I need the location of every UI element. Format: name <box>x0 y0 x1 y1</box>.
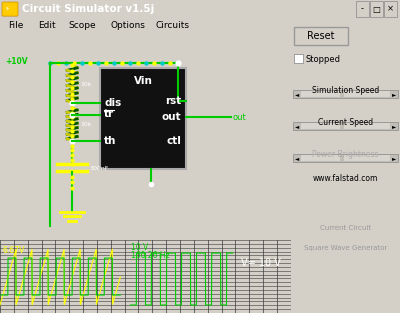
Text: □: □ <box>372 5 380 13</box>
Text: 10k: 10k <box>80 122 92 127</box>
Text: Options: Options <box>110 21 145 30</box>
Text: 10 V: 10 V <box>131 243 149 252</box>
Text: Vin: Vin <box>134 76 152 86</box>
Bar <box>384 1 397 17</box>
Bar <box>344 155 390 161</box>
Text: Current Circuit: Current Circuit <box>320 225 371 231</box>
Text: -: - <box>361 5 364 13</box>
Text: Edit: Edit <box>38 21 56 30</box>
Text: rst: rst <box>165 96 182 106</box>
Text: ►: ► <box>392 156 396 161</box>
Bar <box>344 91 390 97</box>
Text: ×: × <box>387 5 394 13</box>
Bar <box>301 155 340 161</box>
Text: Square Wave Generator: Square Wave Generator <box>304 245 387 251</box>
Text: ◄: ◄ <box>295 124 299 129</box>
Text: 160.26 Hz: 160.26 Hz <box>131 251 170 260</box>
Text: Scope: Scope <box>68 21 96 30</box>
Text: 10k: 10k <box>80 82 92 87</box>
Text: ctl: ctl <box>167 136 182 146</box>
Text: out: out <box>233 113 246 122</box>
Bar <box>293 90 398 98</box>
FancyBboxPatch shape <box>2 2 18 16</box>
Text: Simulation Speed: Simulation Speed <box>312 86 379 95</box>
Text: Current Speed: Current Speed <box>318 118 373 126</box>
Bar <box>294 27 348 45</box>
Text: dis: dis <box>104 98 122 108</box>
Text: ⚡: ⚡ <box>4 6 9 12</box>
Text: out: out <box>162 112 182 122</box>
Text: tr: tr <box>104 110 114 120</box>
Bar <box>356 1 369 17</box>
Text: 6.67V: 6.67V <box>2 246 24 255</box>
Bar <box>100 68 186 169</box>
Text: Reset: Reset <box>307 31 334 41</box>
Text: Circuit Simulator v1.5j: Circuit Simulator v1.5j <box>22 4 154 14</box>
Text: Power Brightness: Power Brightness <box>312 150 379 159</box>
Text: ►: ► <box>392 124 396 129</box>
Bar <box>294 54 303 63</box>
Bar <box>293 154 398 162</box>
Text: www.falstad.com: www.falstad.com <box>313 174 378 182</box>
Bar <box>370 1 383 17</box>
Text: V= 10 V: V= 10 V <box>241 258 280 268</box>
Text: th: th <box>104 136 117 146</box>
Text: Stopped: Stopped <box>306 55 341 64</box>
Bar <box>301 123 340 129</box>
Text: File: File <box>8 21 23 30</box>
Bar <box>301 91 340 97</box>
Bar <box>344 123 390 129</box>
Bar <box>293 122 398 130</box>
Text: ◄: ◄ <box>295 156 299 161</box>
Text: +10V: +10V <box>5 57 28 66</box>
Text: ◄: ◄ <box>295 92 299 97</box>
Text: ►: ► <box>392 92 396 97</box>
Text: 300nF: 300nF <box>89 166 109 171</box>
Text: Circuits: Circuits <box>156 21 190 30</box>
